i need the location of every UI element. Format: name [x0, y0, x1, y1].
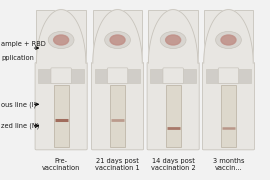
- Circle shape: [215, 31, 241, 49]
- Bar: [36, 10, 86, 63]
- FancyBboxPatch shape: [92, 62, 144, 150]
- FancyBboxPatch shape: [107, 68, 128, 84]
- FancyBboxPatch shape: [163, 68, 183, 84]
- Text: 3 months
vaccin...: 3 months vaccin...: [213, 158, 244, 171]
- FancyBboxPatch shape: [147, 62, 199, 150]
- FancyBboxPatch shape: [35, 62, 87, 150]
- Bar: [93, 10, 142, 63]
- Circle shape: [110, 35, 125, 45]
- Polygon shape: [36, 10, 86, 63]
- FancyBboxPatch shape: [51, 68, 71, 84]
- FancyBboxPatch shape: [202, 62, 255, 150]
- Bar: [110, 85, 125, 147]
- Bar: [38, 69, 84, 83]
- Polygon shape: [148, 10, 198, 63]
- Bar: [54, 85, 69, 147]
- Bar: [166, 85, 181, 147]
- Polygon shape: [204, 10, 253, 63]
- Circle shape: [160, 31, 186, 49]
- Bar: [206, 69, 251, 83]
- Text: 14 days post
vaccination 2: 14 days post vaccination 2: [151, 158, 195, 171]
- Circle shape: [54, 35, 69, 45]
- Bar: [95, 69, 140, 83]
- Circle shape: [105, 31, 130, 49]
- Text: pplication: pplication: [1, 55, 34, 61]
- Bar: [148, 10, 198, 63]
- Bar: [204, 10, 253, 63]
- Bar: [221, 85, 236, 147]
- Text: Pre-
vaccination: Pre- vaccination: [42, 158, 80, 171]
- Circle shape: [48, 31, 74, 49]
- Bar: [150, 69, 196, 83]
- Circle shape: [166, 35, 181, 45]
- Text: ample + RBD: ample + RBD: [1, 40, 46, 47]
- Text: zed line (N): zed line (N): [1, 122, 40, 129]
- Polygon shape: [93, 10, 142, 63]
- Text: 21 days post
vaccination 1: 21 days post vaccination 1: [95, 158, 140, 171]
- FancyBboxPatch shape: [218, 68, 239, 84]
- Circle shape: [221, 35, 236, 45]
- Text: ous line (I): ous line (I): [1, 101, 36, 107]
